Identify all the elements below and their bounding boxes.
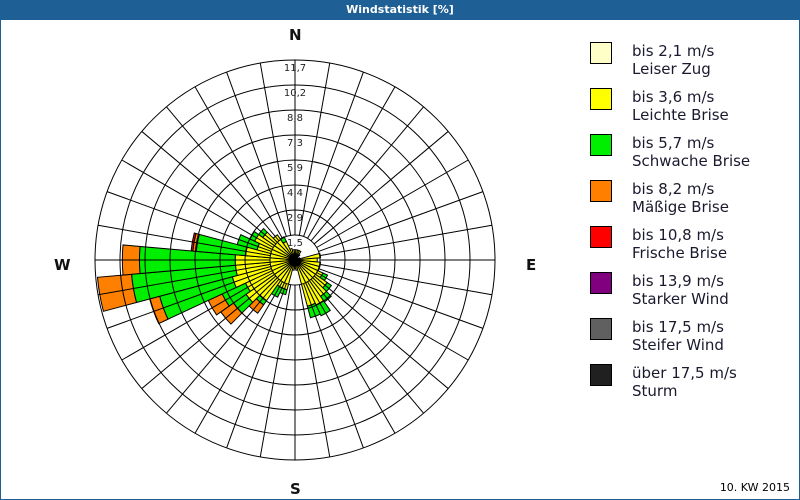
legend-swatch: [590, 226, 612, 248]
legend-swatch: [590, 364, 612, 386]
svg-text:1,5: 1,5: [287, 238, 303, 249]
legend-swatch: [590, 88, 612, 110]
svg-text:7,3: 7,3: [287, 138, 303, 149]
legend-range: bis 2,1 m/s: [632, 42, 715, 60]
legend-range: bis 8,2 m/s: [632, 180, 715, 198]
legend-swatch: [590, 318, 612, 340]
legend-label: Steifer Wind: [632, 336, 724, 354]
svg-text:2,9: 2,9: [287, 213, 303, 224]
chart-title: Windstatistik [%]: [0, 0, 800, 20]
legend-label: Starker Wind: [632, 290, 729, 308]
legend-label: Sturm: [632, 382, 678, 400]
compass-south-label: S: [290, 480, 301, 498]
svg-text:11,7: 11,7: [284, 63, 306, 74]
compass-north-label: N: [289, 26, 302, 44]
legend-label: Mäßige Brise: [632, 198, 729, 216]
legend-range: bis 3,6 m/s: [632, 88, 715, 106]
compass-west-label: W: [54, 256, 71, 274]
legend-swatch: [590, 42, 612, 64]
legend-label: Schwache Brise: [632, 152, 751, 170]
legend-range: bis 17,5 m/s: [632, 318, 724, 336]
compass-east-label: E: [526, 256, 537, 274]
legend-swatch: [590, 180, 612, 202]
legend-range: über 17,5 m/s: [632, 364, 737, 382]
week-label: 10. KW 2015: [719, 481, 790, 494]
legend-swatch: [590, 134, 612, 156]
legend-label: Leichte Brise: [632, 106, 729, 124]
legend-range: bis 10,8 m/s: [632, 226, 724, 244]
svg-text:10,2: 10,2: [284, 88, 306, 99]
wind-rose-grid: [94, 59, 496, 461]
radial-tick-labels: 1,5 2,9 4,4 5,9 7,3 8,8 10,2 11,7: [284, 63, 306, 249]
svg-text:5,9: 5,9: [287, 163, 303, 174]
svg-text:8,8: 8,8: [287, 113, 303, 124]
legend-range: bis 13,9 m/s: [632, 272, 724, 290]
legend-label: Frische Brise: [632, 244, 728, 262]
svg-text:4,4: 4,4: [287, 188, 303, 199]
legend-swatch: [590, 272, 612, 294]
legend-label: Leiser Zug: [632, 60, 711, 78]
legend-range: bis 5,7 m/s: [632, 134, 715, 152]
